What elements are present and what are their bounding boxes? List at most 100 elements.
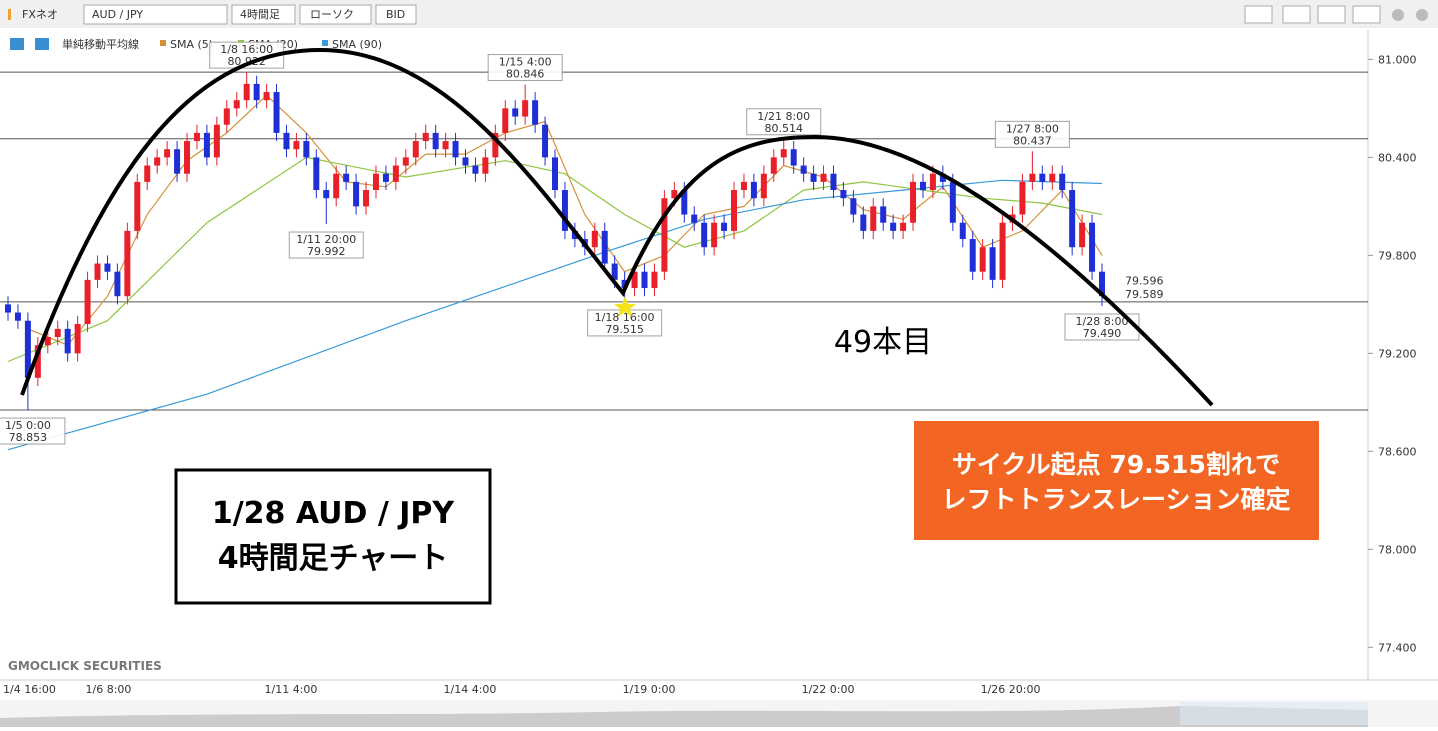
candle-body [273,92,280,133]
annotation-value: 79.992 [307,245,346,258]
annotation-value: 80.846 [506,68,545,81]
candle-body [770,157,777,174]
candle-body [601,230,608,264]
candle-body [303,141,310,158]
annotation-date: 1/28 8:00 [1076,315,1129,328]
price-select[interactable] [375,4,417,25]
candle-body [740,181,747,191]
candle-body [502,108,509,133]
x-tick-label: 1/26 20:00 [981,683,1041,696]
candle-body [293,141,300,150]
annotation-box [746,108,822,136]
tool-button[interactable] [1352,5,1381,24]
candle-body [890,222,897,231]
tool-button[interactable] [1317,5,1346,24]
annotation-date: 1/27 8:00 [1006,122,1059,135]
candle-body [790,149,797,166]
annotation-box [0,417,66,445]
x-tick-label: 1/6 8:00 [86,683,132,696]
candle-body [969,239,976,272]
app-name: FXネオ [22,8,58,21]
candle-body [750,181,757,199]
candle-body [542,124,549,158]
y-tick-label: 78.600 [1378,445,1417,458]
candle-body [203,132,210,158]
candle-body [721,222,728,231]
candle-body [522,100,529,117]
candle-body [184,141,191,174]
legend-label: SMA (90) [332,38,382,51]
candle-body [144,165,151,182]
legend-title: 単純移動平均線 [62,37,139,51]
candle-body [1069,190,1076,248]
price-label: 79.596 [1125,275,1164,288]
candle-body [631,271,638,289]
candle-body [193,132,200,142]
candle-body [800,165,807,174]
candle-body [870,206,877,231]
candle-body [74,323,81,354]
legend-icon [35,38,49,50]
candle-body [442,141,449,150]
y-tick-label: 79.200 [1378,347,1417,360]
candle-body [701,222,708,248]
candle-body [651,271,658,289]
candle-body [283,132,290,150]
candle-body [1039,173,1046,182]
cycle-curve [20,47,1214,407]
candle-body [929,173,936,191]
annotation-value: 79.515 [605,323,644,336]
candle-body [402,157,409,166]
annotation-date: 1/18 16:00 [595,311,655,324]
tool-button[interactable] [1282,5,1311,24]
timeframe-select[interactable] [231,4,296,25]
candle-body [422,132,429,142]
sma-line [7,179,1103,451]
window-button[interactable] [1392,9,1404,21]
annotation-box [994,120,1070,148]
candle-body [561,190,568,231]
candle-body [492,132,499,158]
candle-body [512,108,519,117]
annotation-value: 79.490 [1083,327,1122,340]
candle-body [1099,271,1105,297]
candle-body [382,173,389,182]
tool-button[interactable] [1244,5,1273,24]
scroll-window[interactable] [1180,702,1368,725]
timeframe: 4時間足 [240,8,280,21]
candle-body [64,328,71,354]
y-tick-label: 81.000 [1378,53,1417,66]
candle-body [104,263,111,272]
y-tick-label: 80.400 [1378,151,1417,164]
candle-body [820,173,827,182]
candle-body [24,320,31,378]
candle-body [850,198,857,215]
candle-body [641,271,648,289]
candle-body [661,198,668,272]
callout-text: サイクル起点 79.515割れで [952,450,1280,479]
candle-body [830,173,837,191]
candle-body [919,181,926,191]
chart-type-select[interactable] [299,4,372,25]
candle-body [1089,222,1096,272]
callout-text: レフトトランスレーション確定 [941,485,1290,514]
candle-body [44,337,51,346]
cycle-start-star [614,296,636,317]
candle-body [243,83,250,101]
candle-body [392,165,399,182]
x-tick-label: 1/14 4:00 [444,683,497,696]
overlay-title: 1/28 AUD / JPY [212,496,456,531]
candle-body [810,173,817,182]
count-note: 49本目 [834,325,932,360]
candle-body [343,173,350,182]
symbol-select[interactable] [83,4,228,25]
candle-body [1019,181,1026,215]
window-button[interactable] [1416,9,1428,21]
x-tick-label: 1/22 0:00 [802,683,855,696]
x-tick-label: 1/4 16:00 [3,683,56,696]
candle-body [5,304,11,313]
candle-body [939,173,946,182]
candle-body [860,214,867,231]
candle-body [233,100,240,109]
